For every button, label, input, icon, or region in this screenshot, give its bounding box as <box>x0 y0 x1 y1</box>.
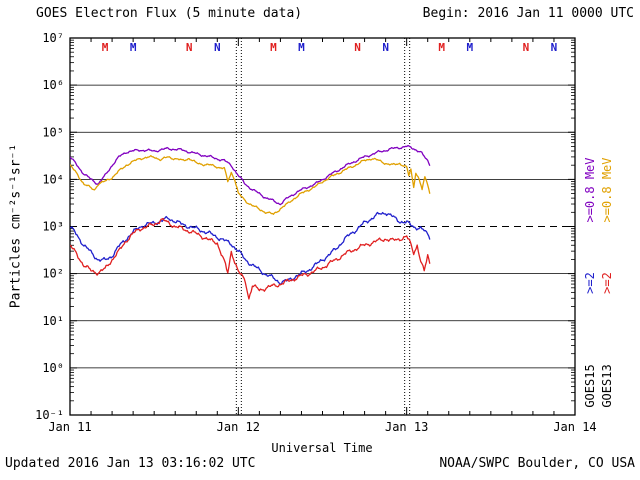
y-axis-title: Particles cm⁻²s⁻¹sr⁻¹ <box>8 143 24 309</box>
begin-time-label: Begin: 2016 Jan 11 0000 UTC <box>422 6 634 21</box>
noon-midnight-marker-goes15: N <box>214 41 221 54</box>
y-tick-label: 10³ <box>42 220 64 234</box>
chart-title: GOES Electron Flux (5 minute data) <box>36 6 303 21</box>
x-tick-label: Jan 11 <box>48 420 91 434</box>
x-tick-label: Jan 14 <box>553 420 596 434</box>
y-tick-label: 10⁴ <box>42 172 64 186</box>
y-tick-label: 10⁰ <box>42 361 64 375</box>
x-tick-label: Jan 13 <box>385 420 428 434</box>
data-source-label: NOAA/SWPC Boulder, CO USA <box>439 456 635 471</box>
noon-midnight-marker-goes13: N <box>186 41 193 54</box>
noon-midnight-marker-goes13: M <box>270 41 277 54</box>
y-tick-label: 10⁶ <box>42 78 64 92</box>
plot-frame <box>69 37 576 416</box>
noon-midnight-marker-goes13: N <box>523 41 530 54</box>
x-axis-title: Universal Time <box>271 441 373 455</box>
noon-midnight-marker-goes13: M <box>102 41 109 54</box>
flux-curves <box>70 145 431 300</box>
y-tick-label: 10⁻¹ <box>35 408 64 422</box>
y-tick-label: 10² <box>42 267 64 281</box>
series-goes13-2-mev <box>70 217 431 300</box>
y-tick-label: 10¹ <box>42 314 64 328</box>
noon-midnight-marker-goes13: N <box>354 41 361 54</box>
series-goes13-0.8-mev <box>70 155 431 215</box>
legend-goes13-energy-2mev: >=2 <box>600 272 614 294</box>
y-tick-label: 10⁷ <box>42 31 64 45</box>
noon-midnight-marker-goes13: M <box>438 41 445 54</box>
noon-midnight-marker-goes15: M <box>298 41 305 54</box>
legend-goes15-energy-0.8mev: >=0.8 MeV <box>583 157 597 223</box>
legend-goes15-energy-2mev: >=2 <box>583 272 597 294</box>
x-tick-label: Jan 12 <box>217 420 260 434</box>
y-tick-label: 10⁵ <box>42 125 64 139</box>
noon-midnight-marker-goes15: N <box>551 41 558 54</box>
updated-timestamp: Updated 2016 Jan 13 03:16:02 UTC <box>5 456 256 471</box>
noon-midnight-marker-goes15: M <box>130 41 137 54</box>
legend-goes13-name: GOES13 <box>600 364 614 408</box>
noon-midnight-marker-goes15: M <box>466 41 473 54</box>
legend-goes15-name: GOES15 <box>583 364 597 408</box>
legend-goes13-energy-0.8mev: >=0.8 MeV <box>600 157 614 223</box>
series-goes15-0.8-mev <box>70 145 431 206</box>
noon-midnight-marker-goes15: N <box>382 41 389 54</box>
